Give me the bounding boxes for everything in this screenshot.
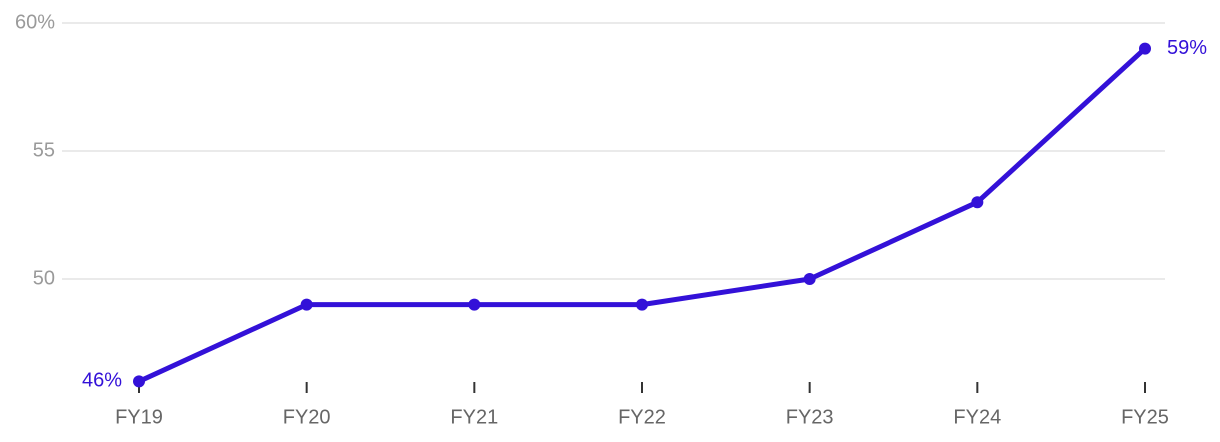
data-point [300,298,313,311]
x-tick-label: FY19 [115,406,163,428]
data-point [971,196,984,209]
x-tick-label: FY22 [618,406,666,428]
x-tick-label: FY21 [450,406,498,428]
y-tick-label: 50 [33,267,55,289]
data-label: 59% [1167,37,1207,59]
data-point [636,298,648,311]
data-point [133,375,145,388]
x-tick-label: FY23 [786,406,834,428]
x-tick-label: FY25 [1121,406,1169,428]
data-line [137,46,1147,384]
x-tick-label: FY24 [953,406,1001,428]
y-tick-label: 60% [15,11,55,33]
data-point [1139,42,1151,55]
x-tick-label: FY20 [283,406,331,428]
data-label: 46% [82,370,122,392]
y-tick-label: 55 [33,139,55,161]
data-point [803,273,816,285]
data-point [468,298,481,311]
